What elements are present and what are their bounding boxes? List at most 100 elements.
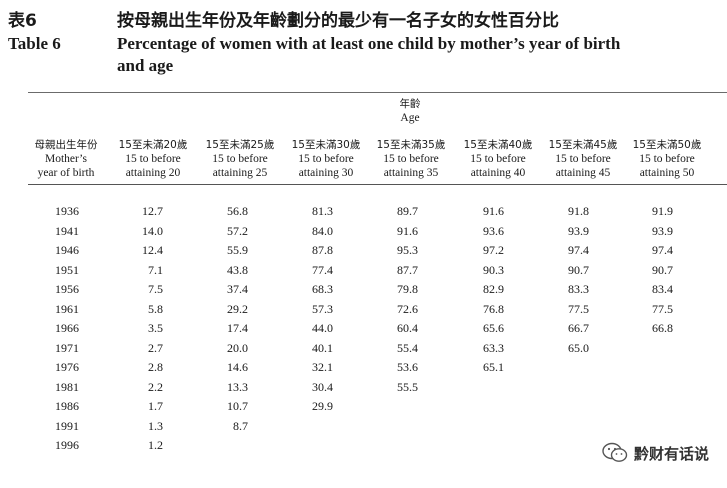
table-cell: 82.9 xyxy=(483,282,504,296)
column-header-en1: 15 to before xyxy=(298,153,354,165)
row-year: 1956 xyxy=(55,282,79,296)
table-cell: 83.4 xyxy=(652,282,673,296)
table-cell: 79.8 xyxy=(397,282,418,296)
column-header-zh: 15至未滿50歲 xyxy=(632,139,702,151)
column-header-en1: 15 to before xyxy=(470,153,526,165)
table-cell: 44.0 xyxy=(312,321,333,335)
table-cell: 93.9 xyxy=(568,223,589,238)
table-cell: 87.7 xyxy=(397,262,418,277)
row-year: 1986 xyxy=(55,399,79,413)
column-header-en2: attaining 20 xyxy=(125,167,181,179)
table-cell: 89.7 xyxy=(397,204,418,218)
column-header: 15至未滿20歲 15 to before attaining 20 xyxy=(110,138,196,180)
table-cell: 87.8 xyxy=(312,243,333,257)
table-cell: 68.3 xyxy=(312,282,333,296)
table-cell: 12.7 xyxy=(142,204,163,218)
column-header-en1: 15 to before xyxy=(383,153,439,165)
table-cell: 2.8 xyxy=(148,360,163,374)
row-year: 1976 xyxy=(55,360,79,374)
table-cell: 3.5 xyxy=(148,321,163,335)
age-header-zh: 年齡 xyxy=(399,98,421,110)
top-rule xyxy=(28,92,727,93)
table-cell: 8.7 xyxy=(233,418,248,433)
column-header-zh: 15至未滿25歲 xyxy=(205,139,275,151)
column-header-zh: 15至未滿35歲 xyxy=(376,139,446,151)
table-cell: 63.3 xyxy=(483,340,504,355)
column-header-en1: 15 to before xyxy=(212,153,268,165)
table-cell: 90.7 xyxy=(652,262,673,277)
table-cell: 83.3 xyxy=(568,282,589,296)
table-cell: 29.2 xyxy=(227,301,248,316)
table-cell: 37.4 xyxy=(227,282,248,296)
column-header-en2: attaining 35 xyxy=(383,167,439,179)
table-cell: 81.3 xyxy=(312,204,333,218)
table-cell: 76.8 xyxy=(483,301,504,316)
table-cell: 65.6 xyxy=(483,321,504,335)
row-year: 1951 xyxy=(55,262,79,277)
row-year: 1961 xyxy=(55,301,79,316)
table-cell: 93.9 xyxy=(652,223,673,238)
row-year: 1996 xyxy=(55,438,79,452)
table-cell: 7.5 xyxy=(148,282,163,296)
column-header: 15至未滿30歲 15 to before attaining 30 xyxy=(283,138,369,180)
table-cell: 91.8 xyxy=(568,204,589,218)
table-cell: 32.1 xyxy=(312,360,333,374)
table-cell: 57.3 xyxy=(312,301,333,316)
table-title-zh: 按母親出生年份及年齡劃分的最少有一名子女的女性百分比 xyxy=(117,11,559,31)
table-cell: 57.2 xyxy=(227,223,248,238)
table-cell: 65.0 xyxy=(568,340,589,355)
column-header-en2: attaining 40 xyxy=(470,167,526,179)
table-cell: 14.0 xyxy=(142,223,163,238)
table-cell: 95.3 xyxy=(397,243,418,257)
table-cell: 7.1 xyxy=(148,262,163,277)
column-header-en1: 15 to before xyxy=(639,153,695,165)
table-cell: 2.2 xyxy=(148,379,163,394)
table-cell: 2.7 xyxy=(148,340,163,355)
age-header-en: Age xyxy=(400,112,420,124)
table-cell: 55.9 xyxy=(227,243,248,257)
table-cell: 14.6 xyxy=(227,360,248,374)
table-cell: 29.9 xyxy=(312,399,333,413)
table-cell: 77.5 xyxy=(652,301,673,316)
table-cell: 30.4 xyxy=(312,379,333,394)
table-cell: 1.2 xyxy=(148,438,163,452)
table-cell: 97.2 xyxy=(483,243,504,257)
table-cell: 90.7 xyxy=(568,262,589,277)
column-header: 15至未滿35歲 15 to before attaining 35 xyxy=(368,138,454,180)
wechat-icon xyxy=(602,442,628,464)
table-cell: 56.8 xyxy=(227,204,248,218)
table-cell: 17.4 xyxy=(227,321,248,335)
table-cell: 53.6 xyxy=(397,360,418,374)
table-cell: 72.6 xyxy=(397,301,418,316)
row-header-en2: year of birth xyxy=(37,167,95,179)
column-header-zh: 15至未滿45歲 xyxy=(548,139,618,151)
column-header-en2: attaining 30 xyxy=(298,167,354,179)
row-year: 1946 xyxy=(55,243,79,257)
column-header-en1: 15 to before xyxy=(555,153,611,165)
table-cell: 84.0 xyxy=(312,223,333,238)
column-header: 15至未滿40歲 15 to before attaining 40 xyxy=(455,138,541,180)
table-label-en: Table 6 xyxy=(8,34,61,53)
table-cell: 55.5 xyxy=(397,379,418,394)
table-title-en-2: and age xyxy=(117,56,174,75)
row-header: 母親出生年份 Mother’s year of birth xyxy=(28,138,104,180)
table-cell: 60.4 xyxy=(397,321,418,335)
table-cell: 10.7 xyxy=(227,399,248,413)
table-cell: 20.0 xyxy=(227,340,248,355)
table-label-zh: 表6 xyxy=(8,11,37,31)
table-cell: 97.4 xyxy=(568,243,589,257)
table-cell: 1.7 xyxy=(148,399,163,413)
header-rule xyxy=(28,184,727,185)
row-year: 1991 xyxy=(55,418,79,433)
table-cell: 66.8 xyxy=(652,321,673,335)
row-year: 1966 xyxy=(55,321,79,335)
table-cell: 55.4 xyxy=(397,340,418,355)
row-year: 1941 xyxy=(55,223,79,238)
row-header-zh: 母親出生年份 xyxy=(34,139,98,151)
table-cell: 91.6 xyxy=(397,223,418,238)
table-cell: 43.8 xyxy=(227,262,248,277)
column-header: 15至未滿25歲 15 to before attaining 25 xyxy=(197,138,283,180)
table-cell: 77.4 xyxy=(312,262,333,277)
column-header-zh: 15至未滿30歲 xyxy=(291,139,361,151)
row-year: 1971 xyxy=(55,340,79,355)
